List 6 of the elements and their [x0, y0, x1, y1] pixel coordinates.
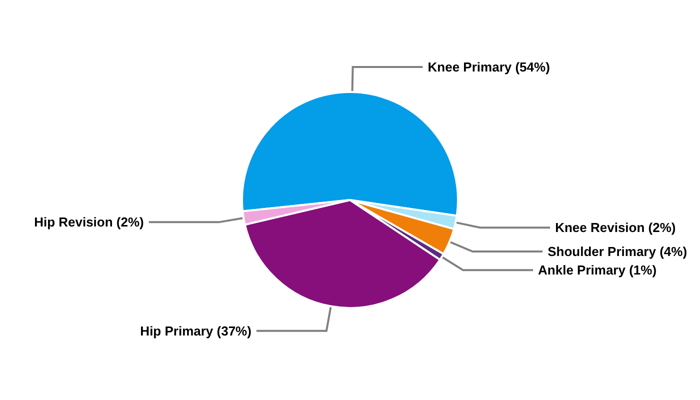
slice-label: Knee Revision (2%): [555, 220, 676, 236]
slice-label: Knee Primary (54%): [428, 60, 550, 75]
slice-label: Ankle Primary (1%): [538, 262, 657, 278]
slice-label: Hip Revision (2%): [34, 214, 144, 230]
slice-label: Hip Primary (37%): [140, 323, 252, 338]
slice-label: Shoulder Primary (4%): [548, 244, 688, 260]
